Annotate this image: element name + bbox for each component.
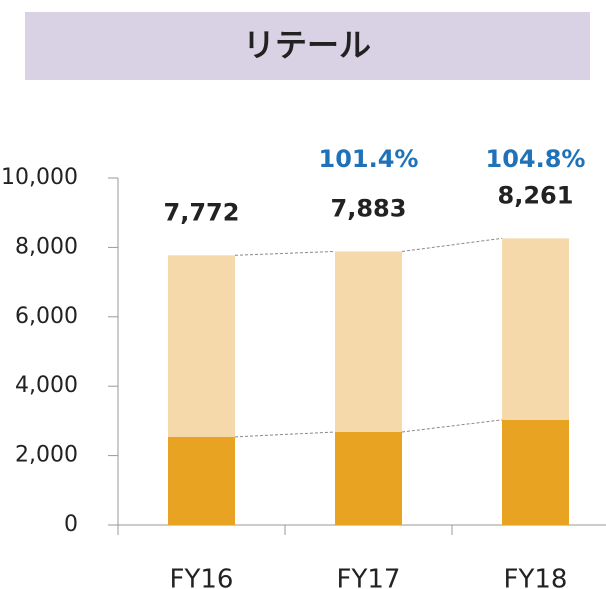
y-tick-label: 0: [64, 512, 78, 537]
bar-segment: [502, 419, 569, 525]
y-tick-label: 4,000: [15, 373, 78, 398]
connector: [234, 431, 336, 438]
x-tick-label: FY16: [170, 565, 234, 589]
bar-segment: [335, 432, 402, 525]
total-label: 8,261: [498, 181, 574, 209]
bar-segment: [168, 255, 235, 437]
connector: [234, 250, 336, 256]
y-tick-label: 8,000: [15, 234, 78, 259]
y-tick-label: 10,000: [1, 165, 78, 190]
total-label: 7,883: [331, 194, 407, 222]
bar-segment: [335, 251, 402, 433]
x-tick-label: FY18: [504, 565, 568, 589]
chart-title: リテール: [243, 26, 371, 64]
x-tick-label: FY17: [337, 565, 401, 589]
growth-label: 101.4%: [319, 145, 419, 173]
connector: [401, 237, 503, 252]
bar-segment: [168, 436, 235, 525]
connector: [401, 419, 503, 433]
total-label: 7,772: [164, 198, 240, 226]
bar-segment: [502, 238, 569, 420]
title-box: [25, 12, 590, 80]
growth-label: 104.8%: [486, 145, 586, 173]
y-tick-label: 2,000: [15, 443, 78, 468]
y-tick-label: 6,000: [15, 304, 78, 329]
